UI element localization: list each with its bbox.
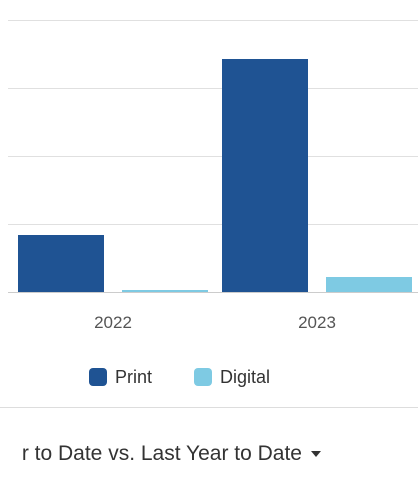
period-dropdown-label: r to Date vs. Last Year to Date: [21, 442, 302, 465]
bar-print-2023: [222, 59, 308, 292]
bar-digital-2023: [326, 277, 412, 292]
period-dropdown[interactable]: r to Date vs. Last Year to Date: [22, 438, 418, 470]
caret-down-icon: [311, 451, 321, 457]
x-tick-label-2022: 2022: [94, 313, 132, 332]
legend: Print Digital: [89, 367, 270, 387]
legend-label-digital: Digital: [220, 367, 270, 387]
x-tick-label-2023: 2023: [298, 313, 336, 332]
legend-swatch-print: [89, 368, 107, 386]
legend-swatch-digital: [194, 368, 212, 386]
x-axis: 2022 2023: [94, 313, 336, 332]
bar-chart: 2022 2023 Print Digital: [8, 20, 418, 387]
legend-label-print: Print: [115, 367, 152, 387]
bar-print-2022: [18, 235, 104, 292]
gridlines: [8, 20, 418, 293]
bar-digital-2022: [122, 290, 208, 292]
footer-divider: [0, 407, 418, 408]
bars: [18, 59, 412, 292]
